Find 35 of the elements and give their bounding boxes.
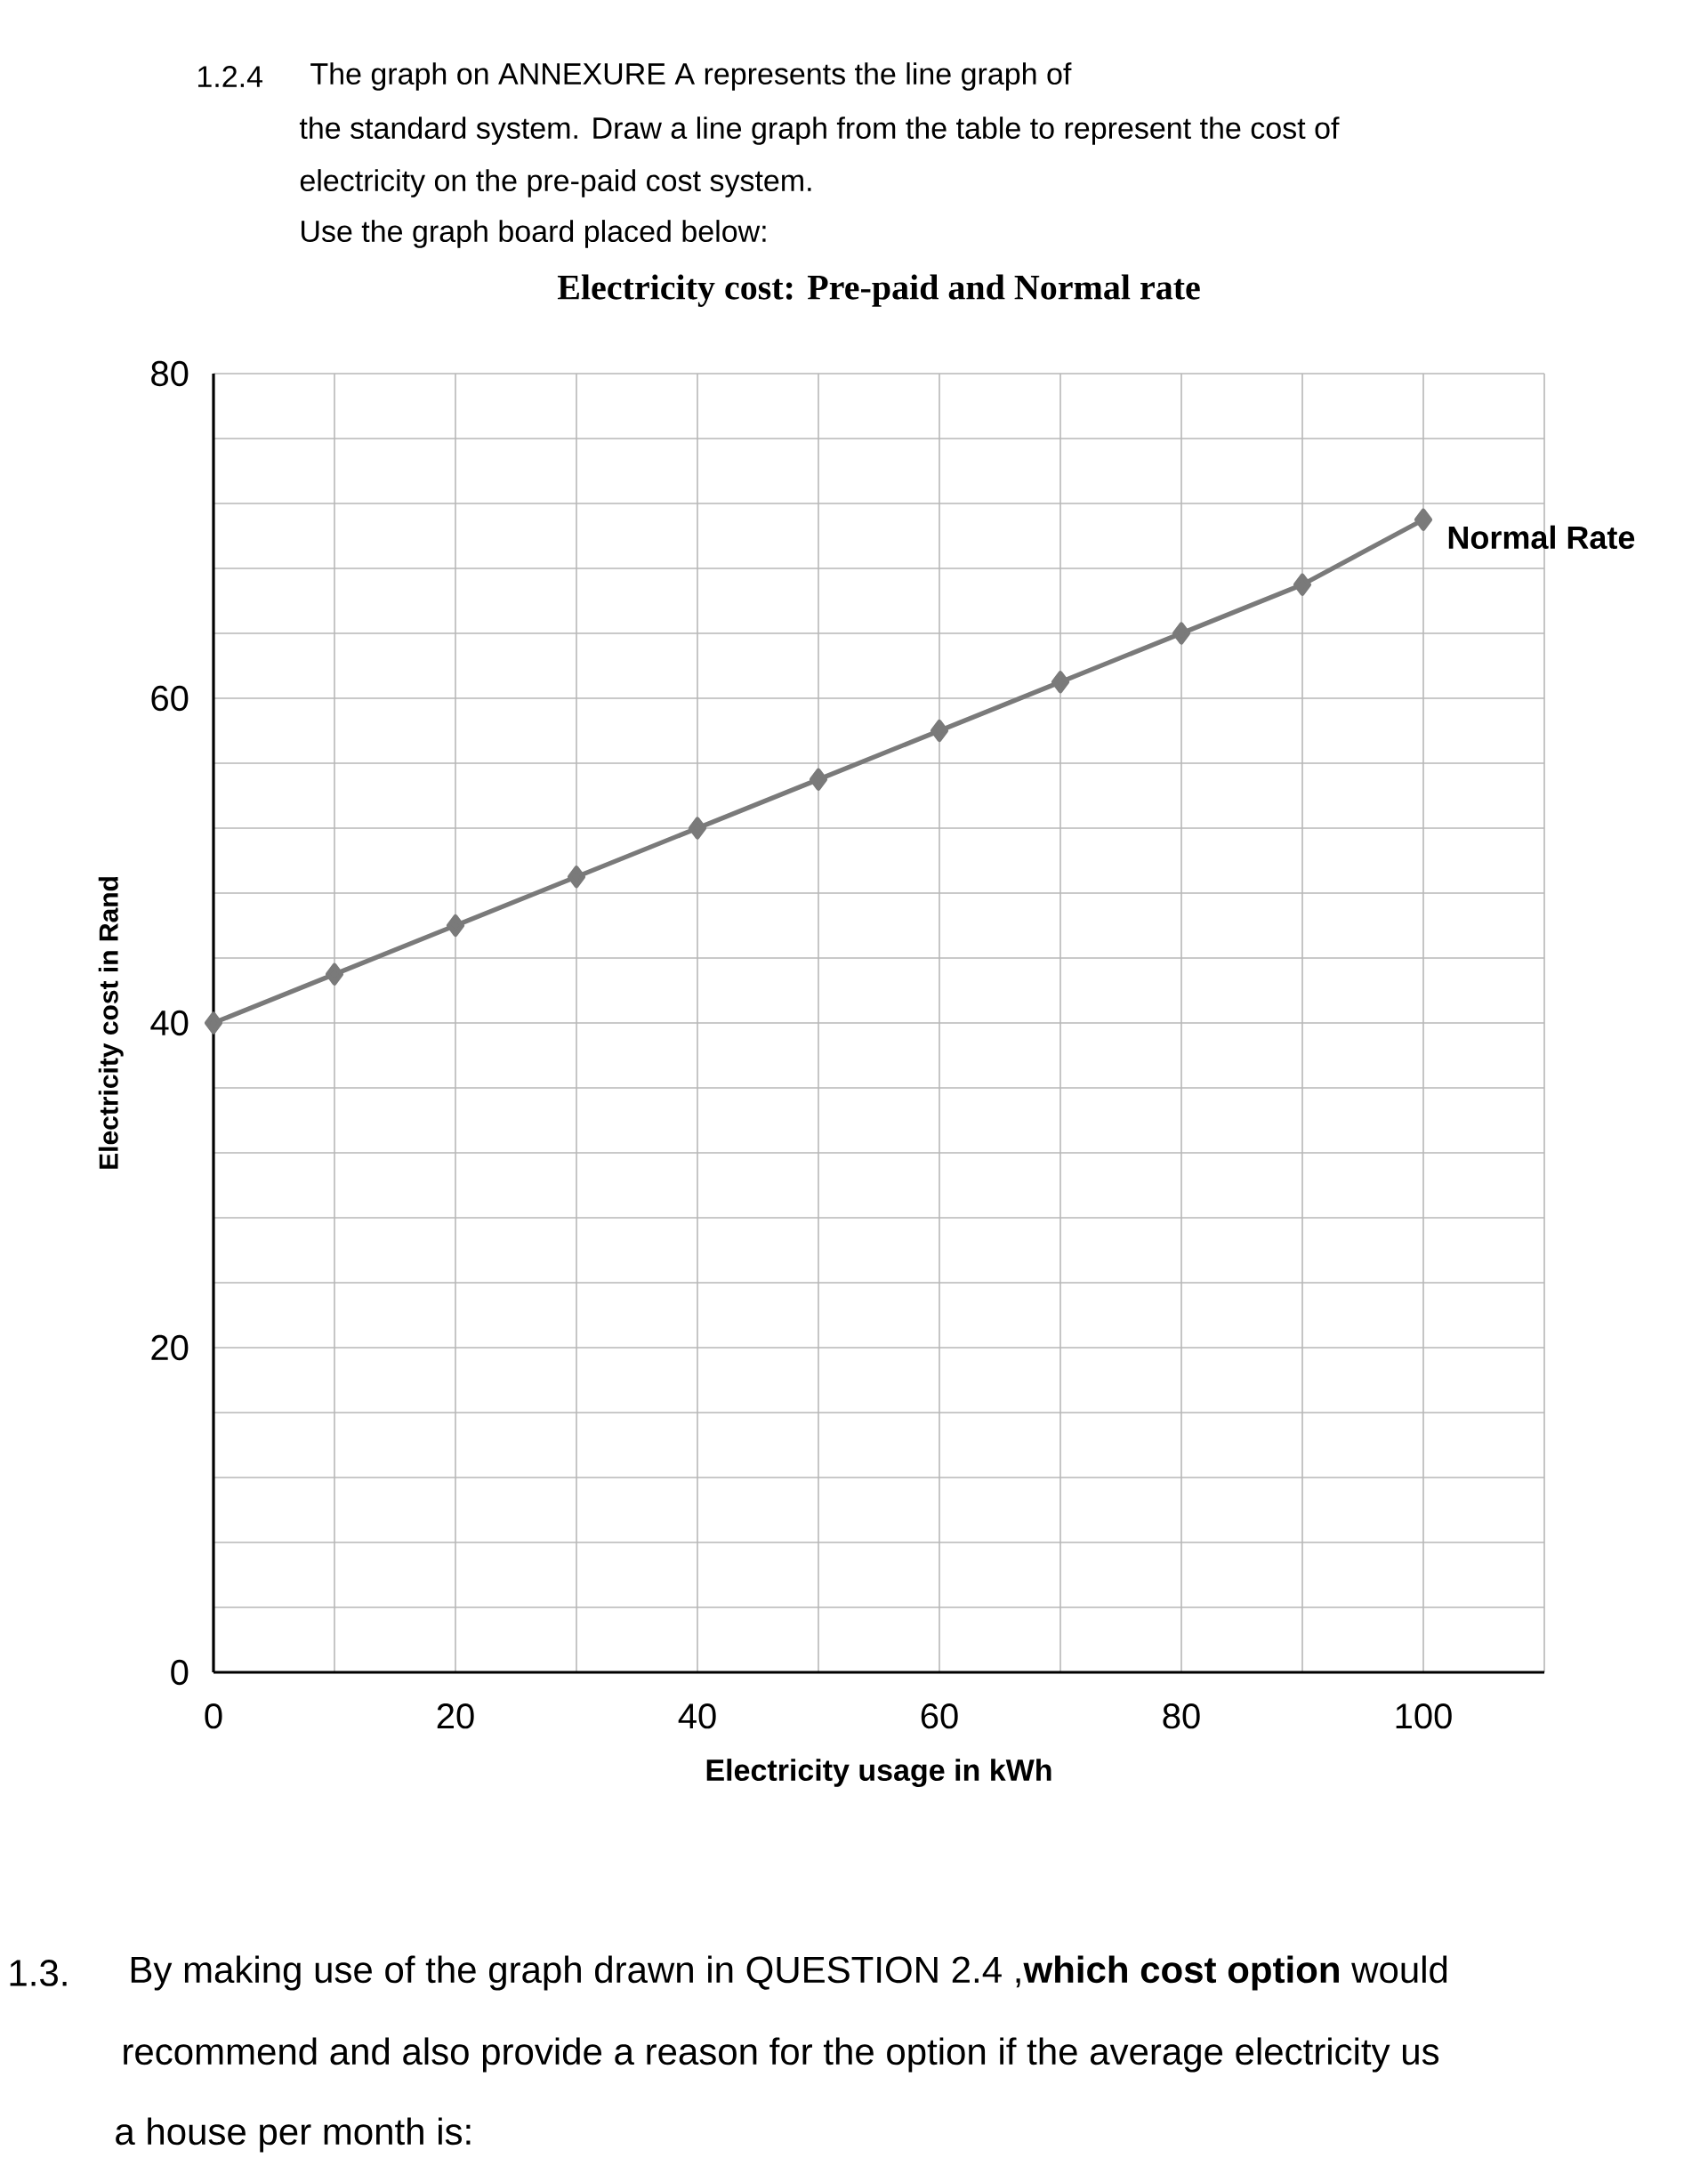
- point: [809, 768, 828, 791]
- point: [930, 719, 949, 743]
- text: electricity on the pre-paid cost system.: [300, 169, 811, 197]
- y-tick-label: 80: [151, 360, 189, 387]
- point: [567, 866, 586, 889]
- y-tick-label: 0: [171, 1659, 189, 1686]
- text: 1.3.: [10, 1960, 67, 1986]
- point: [688, 817, 707, 840]
- text: the standard system. Draw a line graph from the table to represent the cost of: [299, 117, 1340, 145]
- point: [1293, 573, 1312, 596]
- y-axis-title: Electricity cost in Rand: [98, 877, 124, 1169]
- text: a house per month is:: [116, 2117, 471, 2153]
- chart-title: Electricity cost: Pre-paid and Normal rate: [557, 274, 1200, 307]
- text: 1.2.4: [198, 66, 263, 87]
- x-tick-label: 100: [1396, 1703, 1452, 1729]
- x-tick-label: 60: [921, 1703, 958, 1729]
- x-tick-label: 0: [205, 1703, 222, 1729]
- x-tick-label: 20: [437, 1703, 474, 1729]
- y-tick-label: 20: [151, 1334, 189, 1361]
- point: [1051, 671, 1070, 694]
- point: [204, 1011, 223, 1035]
- text: recommend and also provide a reason for the option if the average electricity us: [124, 2037, 1439, 2073]
- point: [446, 914, 465, 938]
- point: [1172, 622, 1191, 645]
- y-tick-label: 40: [150, 1010, 189, 1036]
- x-axis-title: Electricity usage in kWh: [706, 1759, 1051, 1787]
- x-tick-label: 80: [1163, 1703, 1200, 1729]
- point: [325, 962, 344, 986]
- y-tick-label: 60: [151, 685, 189, 712]
- text: By making use of the graph drawn in QUESTION 2.4 ,which cost option would: [131, 1955, 1447, 1991]
- point: [1414, 508, 1433, 531]
- text: Use the graph board placed below:: [302, 220, 766, 248]
- series-label: Normal Rate: [1448, 525, 1635, 550]
- text: The graph on ANNEXURE A represents the line graph of: [310, 62, 1072, 91]
- x-tick-label: 40: [678, 1703, 716, 1729]
